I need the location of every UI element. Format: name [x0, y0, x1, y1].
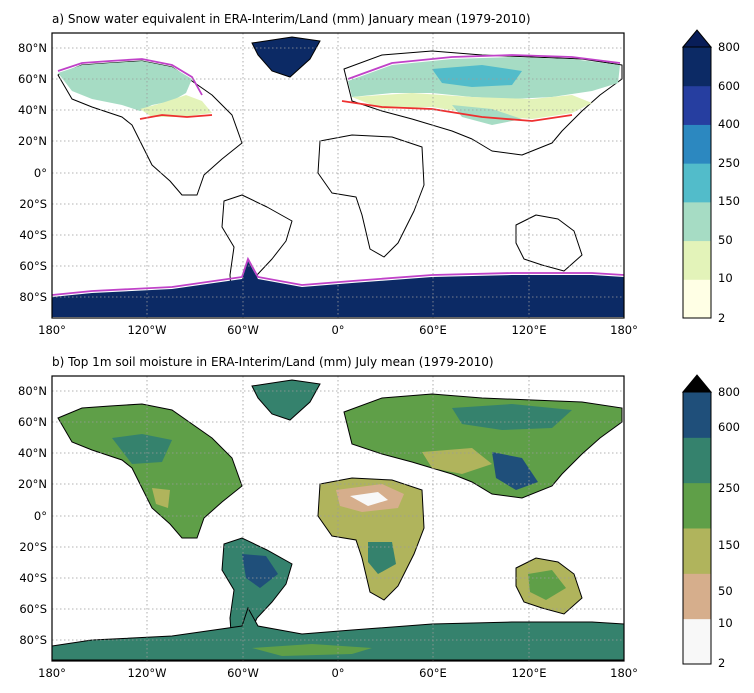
panel-a-lat-labels: 80°N 60°N 40°N 20°N 0° 20°S 40°S 60°S 80… — [18, 41, 47, 304]
colorbar-extend-arrow — [681, 29, 713, 48]
snow-line-contour — [341, 100, 573, 122]
panel-a-lon-labels: 180° 120°W 60°W 0° 60°E 120°E 180° — [38, 323, 638, 337]
lon-label: 180° — [610, 666, 638, 680]
colorbar-block — [683, 573, 711, 620]
colorbar-extend-arrow — [681, 374, 713, 393]
colorbar-tick: 2 — [718, 311, 725, 325]
colorbar-tick: 10 — [718, 616, 733, 630]
lon-label: 180° — [610, 323, 638, 337]
colorbar-block — [683, 47, 711, 87]
colorbar-tick: 10 — [718, 271, 733, 285]
colorbar-tick: 400 — [718, 117, 740, 131]
lon-label: 120°E — [512, 666, 547, 680]
lat-label: 0° — [34, 509, 47, 523]
snow-extent-contour — [52, 256, 624, 296]
lat-label: 20°S — [19, 197, 47, 211]
panel-a-map — [52, 33, 624, 318]
colorbar-tick: 2 — [718, 656, 725, 670]
panel-a-colorbar: 800 600 400 250 150 50 10 2 — [681, 29, 740, 325]
panel-a: a) Snow water equivalent in ERA-Interim/… — [18, 12, 740, 337]
panel-b-title: b) Top 1m soil moisture in ERA-Interim/L… — [52, 355, 494, 369]
lon-label: 0° — [331, 666, 344, 680]
colorbar-block — [683, 279, 711, 319]
panel-a-colorbar-ticks: 800 600 400 250 150 50 10 2 — [718, 40, 740, 325]
colorbar-block — [683, 124, 711, 164]
lat-label: 40°S — [19, 228, 47, 242]
panel-a-frame — [51, 32, 625, 319]
panel-b-lon-labels: 180° 120°W 60°W 0° 60°E 120°E 180° — [38, 666, 638, 680]
lat-label: 80°N — [18, 384, 47, 398]
colorbar-tick: 150 — [718, 538, 740, 552]
lat-label: 60°S — [19, 259, 47, 273]
lat-label: 40°N — [18, 103, 47, 117]
panel-b-lat-labels: 80°N 60°N 40°N 20°N 0° 20°S 40°S 60°S 80… — [18, 384, 47, 647]
lat-label: 60°N — [18, 415, 47, 429]
lat-label: 80°S — [19, 633, 47, 647]
colorbar-tick: 50 — [718, 584, 733, 598]
colorbar-tick: 800 — [718, 385, 740, 399]
panel-a-title: a) Snow water equivalent in ERA-Interim/… — [52, 12, 531, 26]
colorbar-block — [683, 437, 711, 484]
lat-label: 80°S — [19, 290, 47, 304]
colorbar-block — [683, 240, 711, 280]
lat-label: 0° — [34, 166, 47, 180]
lon-label: 60°W — [227, 666, 259, 680]
lon-label: 180° — [38, 666, 66, 680]
colorbar-block — [683, 482, 711, 529]
lon-label: 120°W — [127, 323, 166, 337]
lon-label: 60°E — [419, 323, 447, 337]
snow-extent-contour — [57, 58, 203, 96]
colorbar-block — [683, 392, 711, 438]
colorbar-block — [683, 528, 711, 574]
lat-label: 20°S — [19, 540, 47, 554]
snow-line-contour — [139, 114, 213, 120]
colorbar-tick: 150 — [718, 194, 740, 208]
lon-label: 120°E — [512, 323, 547, 337]
panel-b-colorbar: 800 600 250 150 50 10 2 — [681, 374, 740, 670]
panel-a-gridlines — [52, 33, 624, 318]
panel-b-map — [52, 376, 624, 661]
colorbar-tick: 250 — [718, 156, 740, 170]
lon-label: 60°W — [227, 323, 259, 337]
lat-label: 20°N — [18, 477, 47, 491]
panel-a-contours — [52, 54, 624, 296]
colorbar-tick: 250 — [718, 481, 740, 495]
panel-b: b) Top 1m soil moisture in ERA-Interim/L… — [18, 355, 740, 680]
panel-b-colorbar-ticks: 800 600 250 150 50 10 2 — [718, 385, 740, 670]
lat-label: 60°N — [18, 72, 47, 86]
colorbar-block — [683, 201, 711, 242]
lat-label: 80°N — [18, 41, 47, 55]
colorbar-block — [683, 618, 711, 665]
lon-label: 60°E — [419, 666, 447, 680]
colorbar-tick: 600 — [718, 79, 740, 93]
snow-extent-contour — [347, 54, 621, 80]
lat-label: 40°S — [19, 571, 47, 585]
panel-b-frame — [51, 375, 625, 662]
lon-label: 0° — [331, 323, 344, 337]
panel-b-soil-detail — [112, 404, 572, 656]
lat-label: 20°N — [18, 134, 47, 148]
lon-label: 120°W — [127, 666, 166, 680]
lon-label: 180° — [38, 323, 66, 337]
colorbar-block — [683, 85, 711, 125]
colorbar-tick: 50 — [718, 233, 733, 247]
lat-label: 60°S — [19, 602, 47, 616]
panel-b-gridlines — [52, 376, 624, 661]
colorbar-tick: 800 — [718, 40, 740, 54]
colorbar-block — [683, 163, 711, 203]
lat-label: 40°N — [18, 446, 47, 460]
colorbar-tick: 600 — [718, 420, 740, 434]
